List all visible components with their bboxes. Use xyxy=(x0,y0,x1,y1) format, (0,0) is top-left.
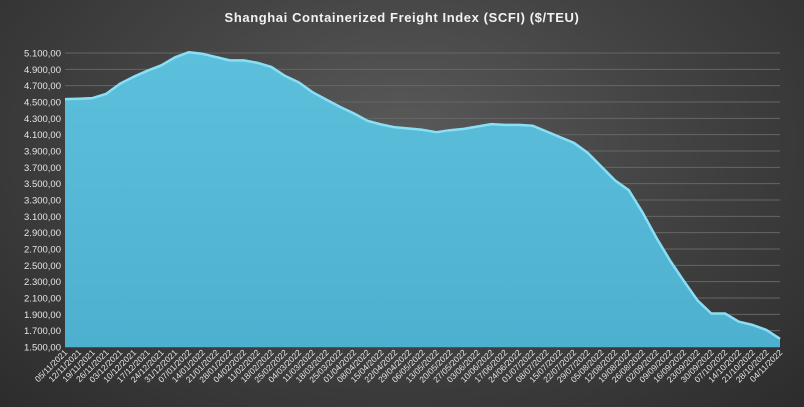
y-tick-label: 3.700,00 xyxy=(24,163,61,174)
y-tick-label: 3.300,00 xyxy=(24,196,61,207)
y-tick-label: 4.900,00 xyxy=(24,65,61,76)
series-line xyxy=(64,50,781,340)
series-area xyxy=(65,52,780,347)
y-tick-label: 4.300,00 xyxy=(24,114,61,125)
y-tick-label: 3.900,00 xyxy=(24,147,61,158)
y-tick-label: 4.700,00 xyxy=(24,81,61,92)
y-tick-label: 3.100,00 xyxy=(24,212,61,223)
y-tick-label: 2.700,00 xyxy=(24,245,61,256)
y-tick-label: 2.500,00 xyxy=(24,261,61,272)
y-tick-label: 1.700,00 xyxy=(24,326,61,337)
y-tick-label: 5.100,00 xyxy=(24,49,61,60)
y-tick-label: 1.900,00 xyxy=(24,310,61,321)
y-tick-label: 4.500,00 xyxy=(24,98,61,109)
chart-title: Shanghai Containerized Freight Index (SC… xyxy=(224,10,580,25)
y-tick-label: 2.100,00 xyxy=(24,294,61,305)
y-tick-label: 2.900,00 xyxy=(24,228,61,239)
y-tick-label: 3.500,00 xyxy=(24,179,61,190)
y-tick-label: 4.100,00 xyxy=(24,130,61,141)
y-tick-label: 1.500,00 xyxy=(24,343,61,354)
y-tick-label: 2.300,00 xyxy=(24,277,61,288)
